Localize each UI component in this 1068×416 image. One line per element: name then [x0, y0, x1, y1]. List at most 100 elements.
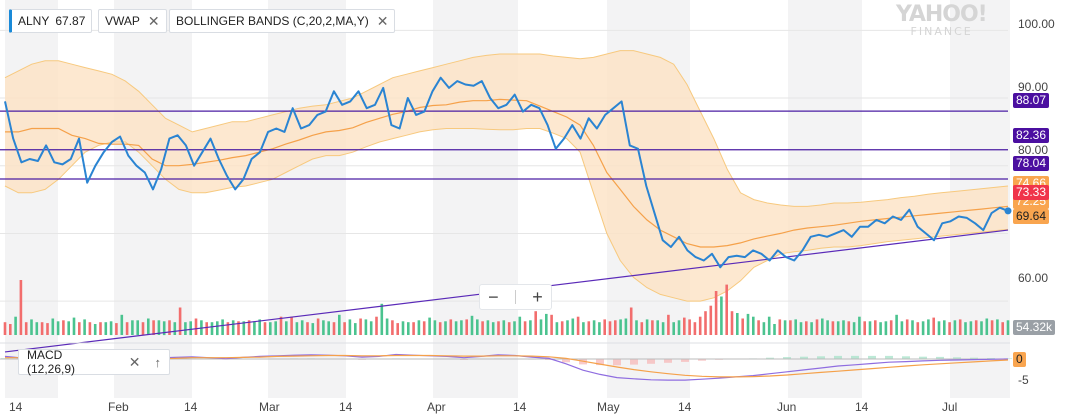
- volume-bar: [62, 320, 65, 335]
- volume-bar: [279, 316, 283, 335]
- price-line[interactable]: [4, 76, 1009, 269]
- volume-bar: [863, 321, 866, 336]
- volume-bar: [598, 322, 601, 335]
- macd-histogram-bar: [596, 359, 604, 366]
- volume-bar: [216, 321, 219, 336]
- volume-bar: [189, 321, 192, 336]
- symbol-chip[interactable]: ALNY 67.87: [9, 9, 93, 33]
- zoom-in-button[interactable]: +: [532, 286, 543, 307]
- x-tick-label: Feb: [108, 400, 129, 414]
- x-tick-label: 14: [184, 400, 198, 414]
- volume-bar: [964, 322, 967, 335]
- volume-bar: [576, 316, 580, 335]
- volume-bar: [348, 319, 352, 335]
- volume-bar: [587, 321, 591, 336]
- volume-bar: [385, 318, 389, 335]
- volume-bar: [571, 318, 575, 335]
- volume-bar: [688, 319, 691, 335]
- macd-histogram-bar: [953, 357, 961, 359]
- volume-bar: [746, 313, 750, 335]
- y-tick-label: 80.00: [1018, 143, 1049, 157]
- volume-bar: [51, 318, 55, 335]
- level-tag: 82.36: [1013, 128, 1050, 143]
- macd-chip[interactable]: MACD (12,26,9) ✕ ↑: [18, 348, 170, 376]
- close-icon[interactable]: ✕: [128, 353, 141, 370]
- macd-histogram-bar: [766, 357, 774, 359]
- volume-bar: [889, 320, 893, 335]
- volume-bar: [523, 321, 527, 336]
- volume-bar: [980, 321, 983, 336]
- volume-bar: [19, 280, 23, 335]
- volume-bar: [274, 321, 277, 336]
- volume-bar: [725, 284, 728, 335]
- bollinger-lower-line: [4, 128, 1009, 302]
- volume-bar: [900, 321, 904, 336]
- volume-bar: [178, 307, 182, 335]
- volume-bar: [93, 324, 97, 335]
- macd-histogram-bar: [630, 359, 638, 365]
- x-tick-label: 14: [513, 400, 527, 414]
- macd-signal-line: [5, 354, 1009, 378]
- close-icon[interactable]: ✕: [147, 12, 160, 29]
- volume-bar: [821, 318, 824, 335]
- y-tick-label: 60.00: [1018, 271, 1049, 285]
- volume-bar: [481, 321, 484, 336]
- volume-bar: [46, 323, 49, 335]
- volume-bar: [417, 320, 421, 335]
- volume-bar: [1006, 320, 1010, 335]
- volume-bar: [422, 321, 426, 336]
- volume-bar: [529, 320, 532, 335]
- volume-bar: [162, 321, 166, 336]
- macd-histogram-bar: [851, 355, 859, 359]
- zoom-out-button[interactable]: −: [488, 286, 499, 307]
- volume-bar: [306, 322, 309, 335]
- volume-bar: [157, 320, 161, 335]
- volume-bar: [953, 320, 957, 335]
- volume-bar: [608, 321, 612, 336]
- macd-histogram-bar: [817, 356, 825, 359]
- volume-bar: [24, 322, 28, 335]
- volume-bar: [300, 320, 304, 335]
- volume-bar: [884, 321, 888, 336]
- y-tick-label: 100.00: [1018, 17, 1055, 31]
- vwap-chip[interactable]: VWAP ✕: [98, 9, 167, 33]
- volume-bar: [895, 314, 898, 335]
- close-icon[interactable]: ✕: [376, 12, 389, 29]
- symbol-value: 67.87: [55, 14, 86, 28]
- volume-bar: [263, 322, 267, 335]
- arrow-up-icon[interactable]: ↑: [154, 354, 162, 370]
- volume-bar: [974, 320, 978, 335]
- volume-bar: [799, 322, 803, 335]
- volume-bar: [40, 322, 44, 335]
- background-stripe: [268, 0, 346, 398]
- volume-bar: [221, 319, 224, 335]
- volume-bar: [396, 323, 399, 335]
- macd-histogram-bar: [885, 355, 893, 359]
- volume-bar: [14, 316, 17, 335]
- x-tick-label: Jul: [942, 400, 958, 414]
- zoom-separator: [514, 290, 516, 304]
- volume-bar: [269, 322, 272, 335]
- volume-bar: [99, 322, 102, 335]
- volume-bar: [454, 321, 458, 336]
- volume-bar: [72, 317, 76, 335]
- volume-bar: [645, 319, 649, 335]
- volume-bar: [730, 311, 734, 335]
- volume-bar: [539, 319, 543, 335]
- volume-bar: [258, 319, 261, 335]
- volume-bar: [916, 322, 920, 335]
- macd-histogram-bar: [970, 357, 978, 359]
- bollinger-chip[interactable]: BOLLINGER BANDS (C,20,2,MA,Y) ✕: [169, 9, 396, 33]
- macd-histogram-bar: [698, 359, 706, 361]
- volume-bar: [805, 321, 808, 336]
- volume-bar: [874, 320, 877, 335]
- volume-bar: [364, 319, 368, 335]
- vwap-label: VWAP: [105, 14, 140, 28]
- horizontal-levels: [0, 110, 1008, 180]
- volume-bar: [237, 321, 240, 336]
- volume-bar: [815, 319, 819, 335]
- volume-bar: [778, 319, 782, 335]
- volume-bar: [104, 322, 108, 335]
- volume-bar: [958, 319, 962, 335]
